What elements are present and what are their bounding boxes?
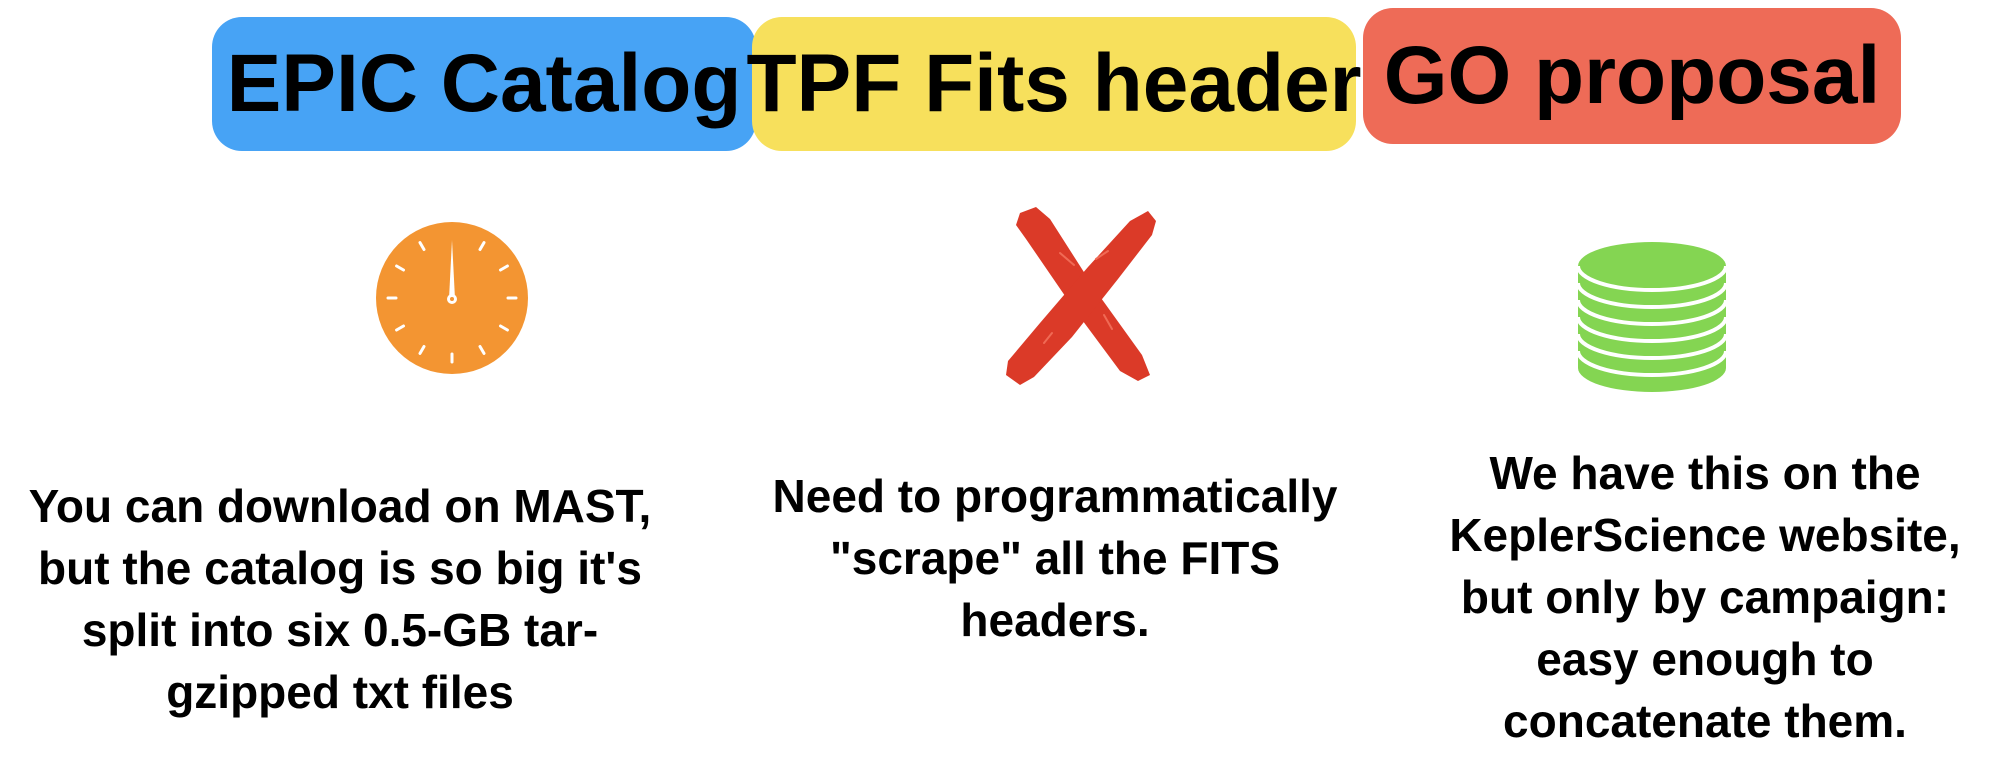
stopwatch-tick: [478, 241, 486, 251]
epic-catalog-description: You can download on MAST, but the catalo…: [28, 480, 652, 718]
stopwatch-hub-center: [450, 297, 454, 301]
database-ring: [1576, 350, 1728, 377]
database-rings: [1576, 265, 1728, 377]
epic-catalog-title-label: EPIC Catalog: [226, 38, 742, 129]
stopwatch-tick: [395, 324, 405, 332]
go-proposal-title-label: GO proposal: [1383, 30, 1881, 121]
cross-texture: [1043, 250, 1113, 344]
stopwatch-tick: [499, 264, 509, 272]
stopwatch-tick: [418, 241, 426, 251]
tpf-fits-header-title: TPF Fits header: [746, 17, 1362, 151]
stopwatch-tick: [395, 264, 405, 272]
tpf-fits-header-description: Need to programmatically "scrape" all th…: [772, 470, 1338, 646]
epic-catalog-title: EPIC Catalog: [212, 17, 756, 151]
stopwatch-icon: [376, 222, 528, 374]
go-proposal-description: We have this on the KeplerScience websit…: [1449, 447, 1961, 747]
cross-icon: [1006, 207, 1156, 385]
tpf-fits-header-title-label: TPF Fits header: [746, 38, 1362, 129]
stopwatch-tick: [478, 345, 486, 355]
go-proposal-title: GO proposal: [1363, 8, 1901, 144]
database-ring: [1576, 316, 1728, 343]
database-ring: [1576, 299, 1728, 326]
database-icon: [1576, 242, 1728, 392]
stopwatch-tick: [499, 324, 509, 332]
stopwatch-tick: [418, 345, 426, 355]
stopwatch-ticks: [386, 241, 518, 364]
database-ring: [1576, 282, 1728, 309]
stopwatch-hand: [449, 240, 455, 299]
database-ring: [1576, 265, 1728, 292]
cross-stroke-b: [1006, 211, 1156, 385]
database-ring: [1576, 333, 1728, 360]
